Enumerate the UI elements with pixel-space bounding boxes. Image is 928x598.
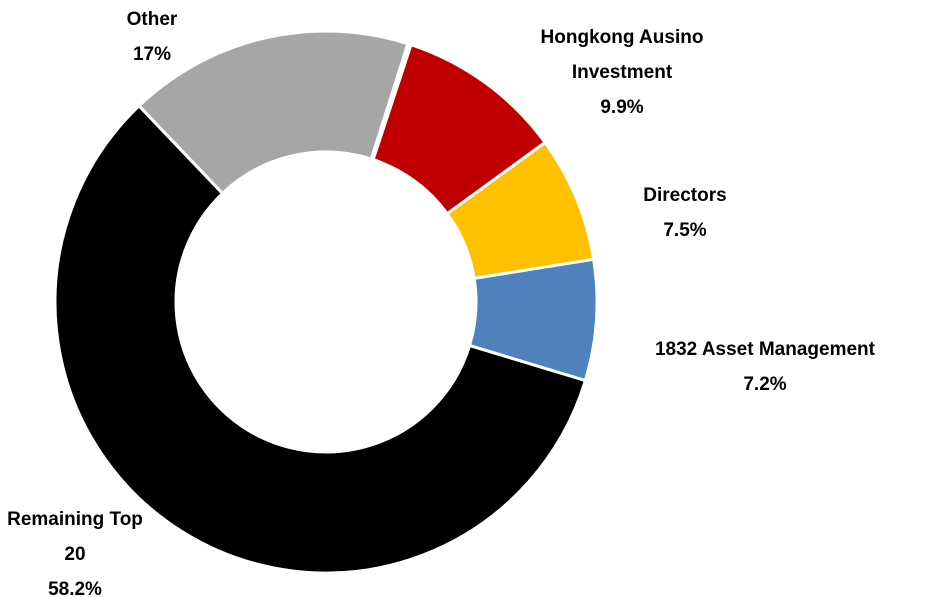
donut-slice	[53, 103, 588, 575]
slice-value: 58.2%	[48, 579, 102, 598]
slice-label: Remaining Top 20 58.2%	[5, 502, 145, 598]
slice-name: 1832 Asset Management	[654, 339, 875, 360]
slice-value: 7.5%	[663, 220, 707, 241]
donut-slice	[136, 29, 410, 196]
slice-value: 9.9%	[600, 97, 644, 118]
slice-value: 17%	[132, 44, 172, 65]
slice-name: Remaining Top 20	[7, 509, 143, 565]
slice-name: Hongkong Ausino Investment	[540, 27, 704, 83]
slice-label: Directors 7.5%	[605, 178, 765, 248]
slice-label: 1832 Asset Management 7.2%	[600, 332, 928, 402]
slice-name: Directors	[643, 185, 727, 206]
slice-name: Other	[126, 9, 178, 30]
slice-label: Hongkong Ausino Investment 9.9%	[502, 20, 742, 125]
slice-label: Other 17%	[92, 2, 212, 72]
slice-value: 7.2%	[743, 374, 787, 395]
